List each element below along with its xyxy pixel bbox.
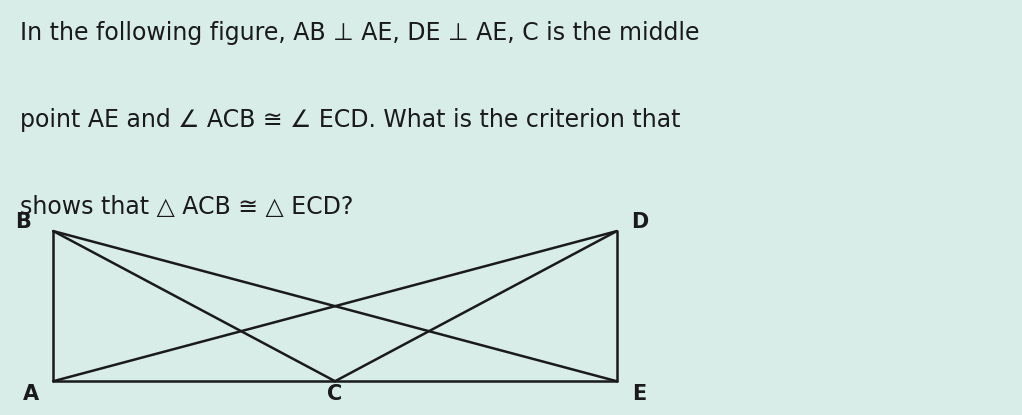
Text: In the following figure, AB ⊥ AE, DE ⊥ AE, C is the middle: In the following figure, AB ⊥ AE, DE ⊥ A… (20, 21, 700, 45)
Text: shows that △ ACB ≅ △ ECD?: shows that △ ACB ≅ △ ECD? (20, 195, 354, 219)
Text: D: D (631, 212, 648, 232)
Text: E: E (633, 384, 647, 404)
Text: point AE and ∠ ACB ≅ ∠ ECD. What is the criterion that: point AE and ∠ ACB ≅ ∠ ECD. What is the … (20, 108, 681, 132)
Text: B: B (15, 212, 31, 232)
Text: A: A (22, 384, 39, 404)
Text: C: C (327, 384, 342, 404)
